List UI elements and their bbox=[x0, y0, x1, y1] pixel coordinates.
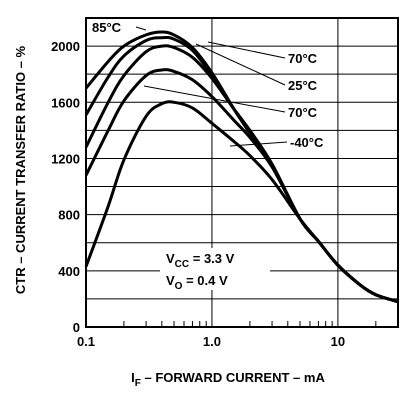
y-tick-label: 0 bbox=[73, 320, 80, 335]
curve-label-bg bbox=[90, 19, 129, 35]
curve-label-bg bbox=[286, 77, 325, 93]
curves bbox=[84, 30, 399, 304]
y-axis-title: CTR – CURRENT TRANSFER RATIO – % bbox=[13, 45, 28, 294]
y-tick-label: 400 bbox=[58, 264, 80, 279]
x-tick-label: 10 bbox=[331, 334, 345, 349]
series-line-4 bbox=[84, 100, 399, 304]
curve-label-3: 70°C bbox=[288, 105, 318, 120]
curve-label-bg bbox=[286, 104, 325, 120]
conditions-box bbox=[160, 248, 270, 290]
y-tick-label: 2000 bbox=[51, 39, 80, 54]
y-tick-labels: 0 400 800 1200 1600 2000 bbox=[51, 39, 80, 335]
leader-line bbox=[229, 141, 288, 147]
label-leaders bbox=[135, 26, 288, 147]
vo-annotation: VO = 0.4 V bbox=[166, 273, 228, 292]
curve-label-bg bbox=[288, 134, 335, 150]
y-tick-label: 1200 bbox=[51, 151, 80, 166]
curve-labels: 85°C 70°C 25°C 70°C -40°C bbox=[90, 19, 335, 150]
grid bbox=[86, 18, 398, 327]
curve-label-2: 25°C bbox=[288, 78, 318, 93]
curve-label-bg bbox=[286, 50, 325, 66]
x-tick-label: 0.1 bbox=[77, 334, 95, 349]
y-tick-label: 800 bbox=[58, 208, 80, 223]
x-axis-title: IF – FORWARD CURRENT – mA bbox=[131, 370, 325, 389]
curve-label-1: 70°C bbox=[288, 51, 318, 66]
x-tick-labels: 0.1 1.0 10 bbox=[77, 334, 345, 349]
leader-line bbox=[135, 26, 147, 31]
y-tick-label: 1600 bbox=[51, 95, 80, 110]
leader-line bbox=[143, 85, 286, 113]
vcc-annotation: VCC = 3.3 V bbox=[166, 251, 235, 270]
plot-frame bbox=[85, 17, 399, 328]
curve-label-4: -40°C bbox=[290, 135, 324, 150]
leader-line bbox=[207, 41, 286, 59]
leader-line bbox=[195, 43, 286, 86]
x-tick-label: 1.0 bbox=[203, 334, 221, 349]
curve-label-0: 85°C bbox=[92, 20, 122, 35]
